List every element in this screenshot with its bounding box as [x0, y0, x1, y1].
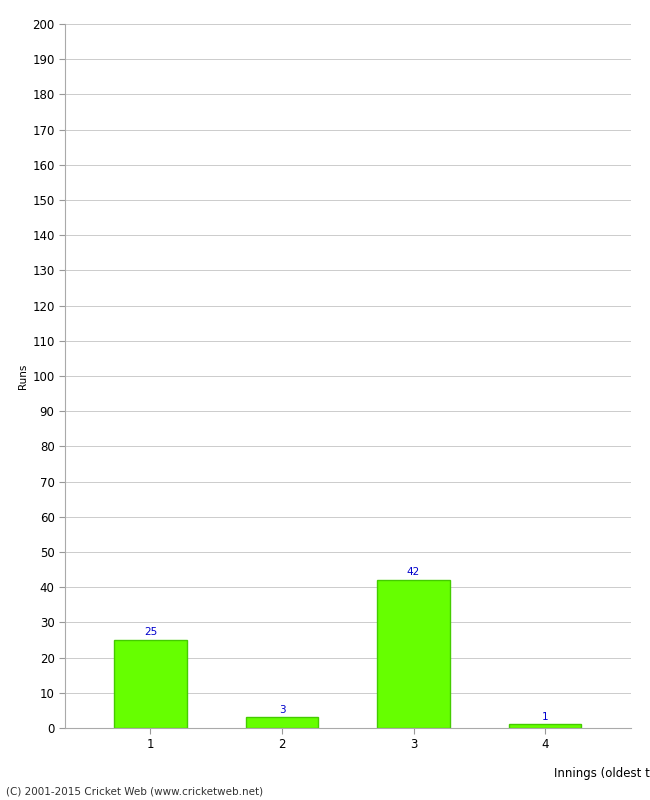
Text: 42: 42: [407, 567, 420, 578]
Text: 25: 25: [144, 627, 157, 637]
Bar: [509, 725, 581, 728]
Bar: [246, 718, 318, 728]
Bar: [114, 640, 187, 728]
Bar: [378, 580, 450, 728]
Text: (C) 2001-2015 Cricket Web (www.cricketweb.net): (C) 2001-2015 Cricket Web (www.cricketwe…: [6, 786, 264, 796]
Text: 3: 3: [279, 705, 285, 714]
Y-axis label: Runs: Runs: [18, 363, 28, 389]
Text: 1: 1: [541, 712, 549, 722]
X-axis label: Innings (oldest to newest): Innings (oldest to newest): [554, 766, 650, 780]
